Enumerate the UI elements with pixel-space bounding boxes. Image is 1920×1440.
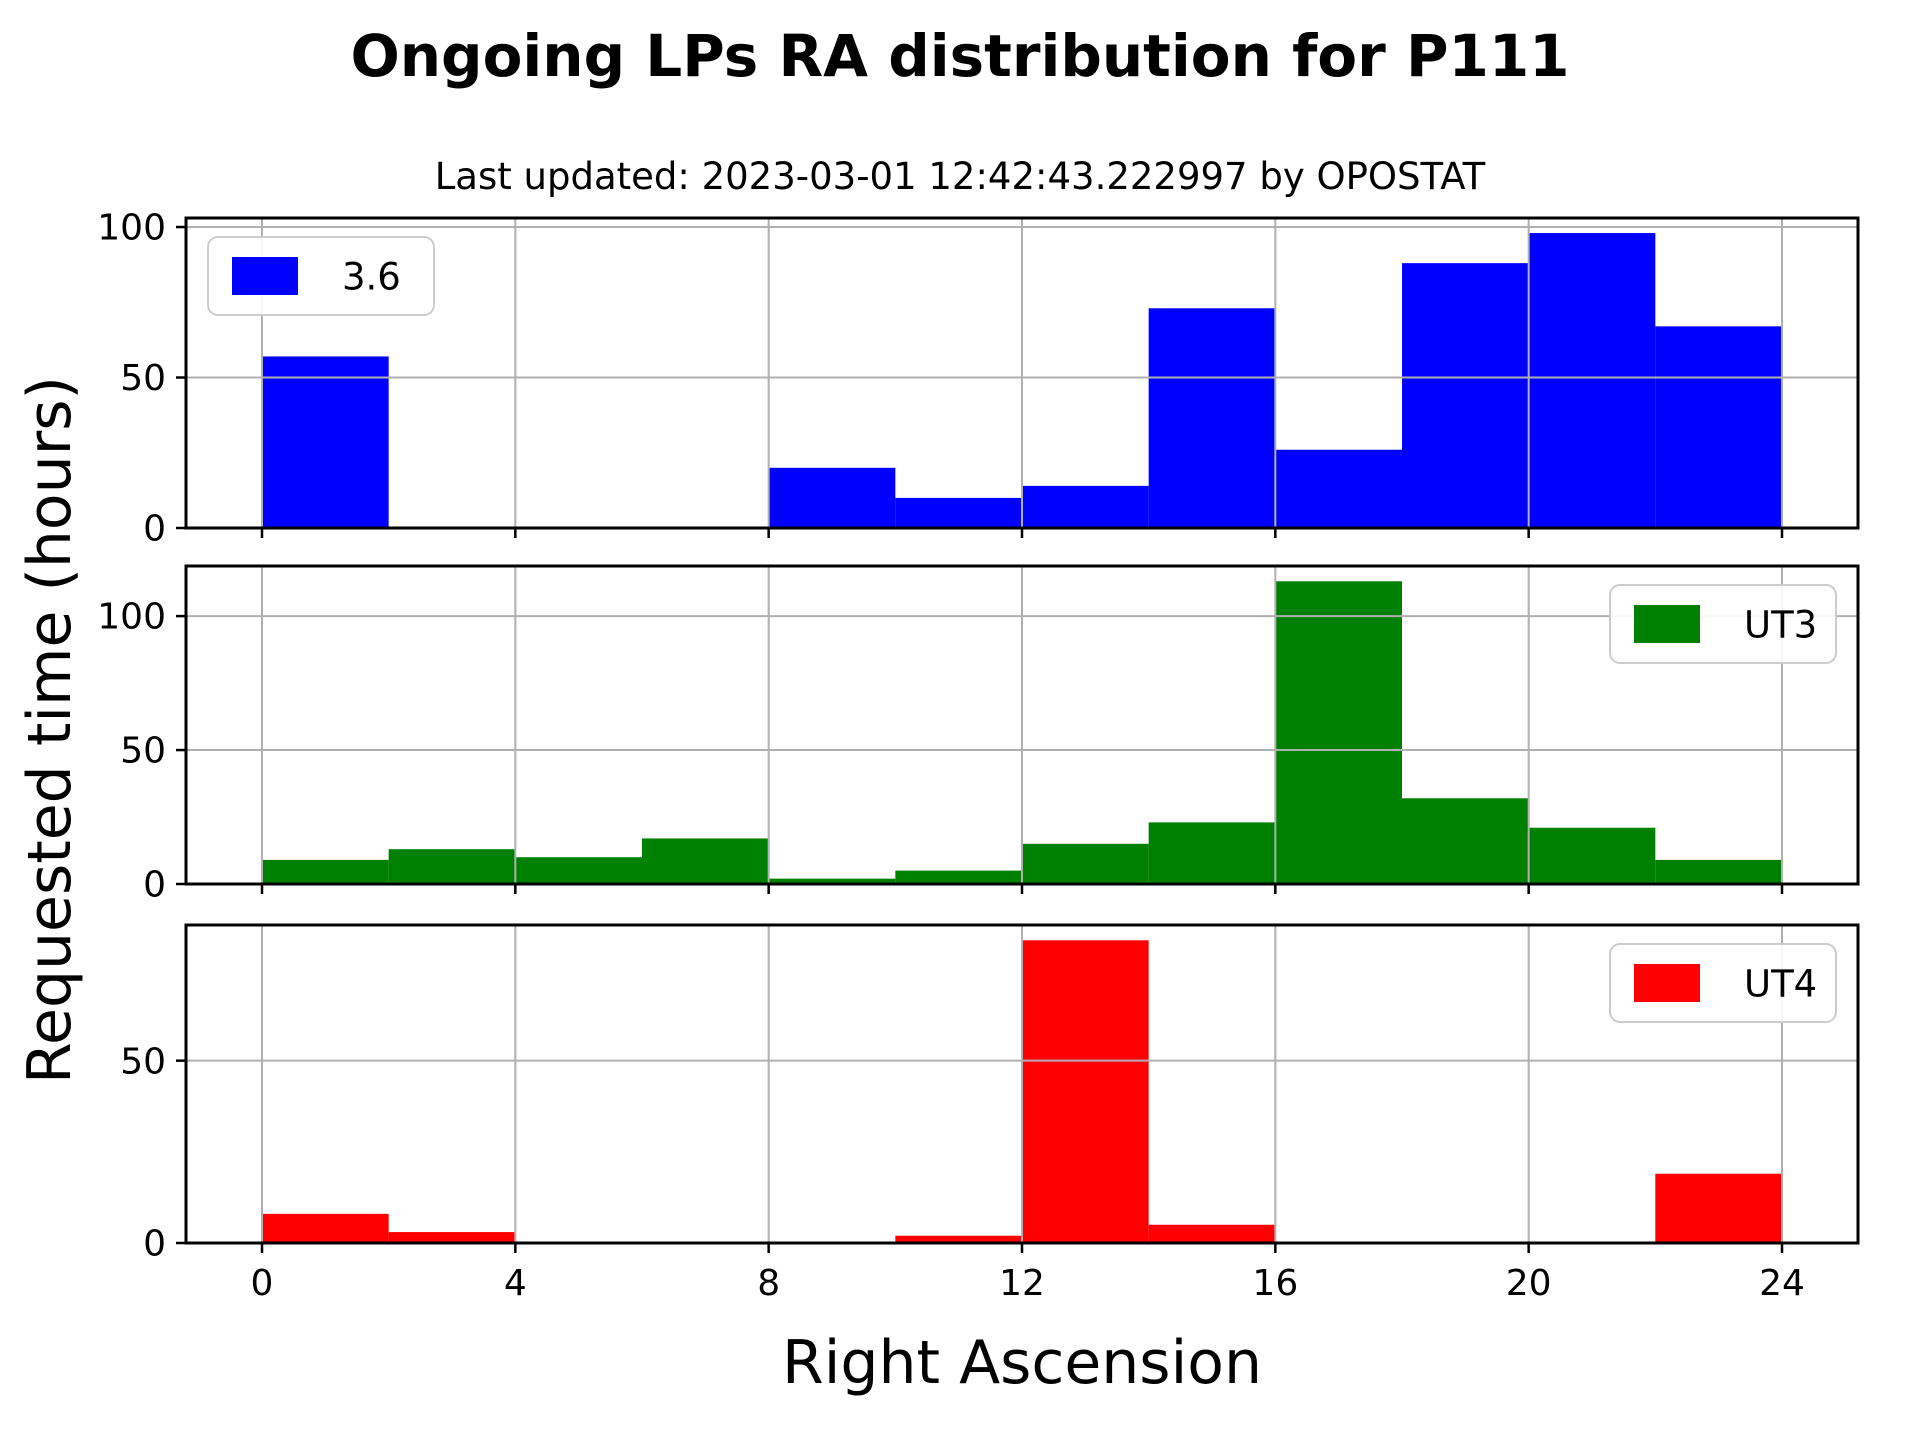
x-tick-label: 0 [251, 1263, 274, 1304]
histogram-bar [768, 878, 896, 884]
legend-box [207, 236, 435, 316]
histogram-bar [1022, 843, 1149, 884]
histogram-bar [1275, 449, 1402, 528]
histogram-bar [768, 467, 896, 528]
subplot-3.6: 0 50 100 3.6 [97, 208, 1860, 550]
chart-title: Ongoing LPs RA distribution for P111 [350, 22, 1570, 90]
histogram-bar [1655, 326, 1782, 528]
x-tick-label: 8 [757, 1263, 780, 1304]
histogram-bar [895, 497, 1022, 528]
histogram-bar [388, 1232, 516, 1243]
subplot-UT3: 0 50 100 UT3 [97, 564, 1860, 906]
histogram-bar [1528, 233, 1656, 529]
histogram-bar [1022, 940, 1149, 1243]
y-axis-label: Requested time (hours) [15, 376, 85, 1084]
x-axis-label: Right Ascension [782, 1328, 1262, 1398]
histogram-bar [1402, 798, 1529, 884]
legend-label: UT3 [1744, 604, 1817, 647]
histogram-bar [1528, 827, 1656, 884]
histogram-bar [1148, 308, 1276, 528]
histogram-bar [642, 838, 769, 884]
y-tick-label: 100 [97, 597, 166, 638]
y-tick-label: 100 [97, 208, 166, 249]
y-tick-label: 0 [143, 865, 166, 906]
histogram-bar [262, 356, 389, 528]
histogram-bar [1655, 859, 1782, 884]
histogram-bar [1402, 263, 1529, 528]
subplot-UT4: 0 50 0 4 8 12 16 20 24 UT4 [120, 923, 1860, 1304]
x-tick-label: 24 [1759, 1263, 1805, 1304]
histogram-bar [1655, 1173, 1782, 1243]
legend-swatch [232, 257, 298, 295]
x-tick-label: 20 [1506, 1263, 1552, 1304]
legend-box [1609, 584, 1837, 664]
histogram-bar [262, 859, 389, 884]
x-tick-label: 12 [999, 1263, 1045, 1304]
legend-label: UT4 [1744, 963, 1817, 1006]
histogram-bar [1022, 485, 1149, 528]
legend-label: 3.6 [342, 256, 401, 299]
chart-subtitle: Last updated: 2023-03-01 12:42:43.222997… [434, 155, 1486, 198]
y-tick-label: 50 [120, 731, 166, 772]
y-tick-label: 50 [120, 358, 166, 399]
x-tick-label: 4 [504, 1263, 527, 1304]
histogram-bar [895, 870, 1022, 884]
y-tick-label: 50 [120, 1041, 166, 1082]
histogram-bar [895, 1235, 1022, 1243]
x-tick-label: 16 [1252, 1263, 1298, 1304]
legend-swatch [1634, 964, 1700, 1002]
y-tick-label: 0 [143, 1224, 166, 1265]
legend-box [1609, 943, 1837, 1023]
histogram-bar [1148, 822, 1276, 884]
y-tick-label: 0 [143, 509, 166, 550]
histogram-bar [262, 1213, 389, 1243]
legend-swatch [1634, 605, 1700, 643]
histogram-bar [1275, 581, 1402, 884]
histogram-bar [388, 849, 516, 884]
histogram-bar [515, 857, 642, 884]
histogram-bar [1148, 1224, 1276, 1243]
